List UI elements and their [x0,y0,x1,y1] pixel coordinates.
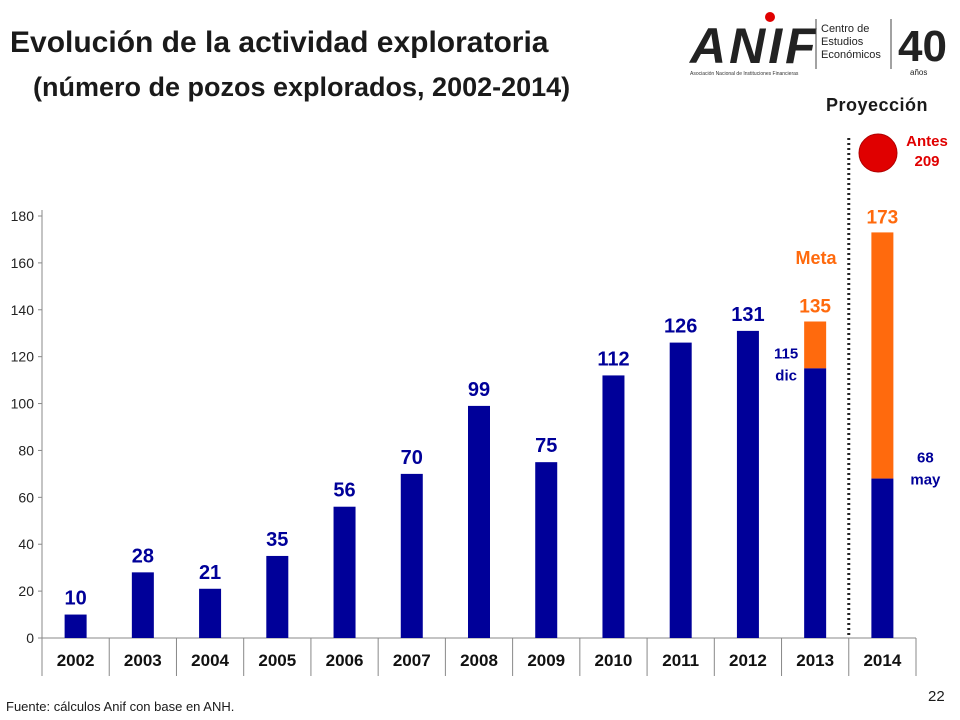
x-tick-label: 2006 [326,651,364,670]
y-tick-label: 40 [18,536,34,552]
value-label: 21 [199,562,221,584]
anif-logo: ANIF Asociación Nacional de Institucione… [688,12,947,77]
data-bar [736,330,759,638]
x-tick-label: 2010 [595,651,633,670]
exploration-bar-chart: 0 20 40 60 80 100 120 140 160 180 10 2002 28 2003 21 20… [11,133,948,676]
x-tick-label: 2005 [258,651,296,670]
logo-unit-line3: Económicos [821,49,881,61]
x-tick-label: 2009 [527,651,565,670]
page-subtitle: (número de pozos explorados, 2002-2014) [33,72,571,102]
data-bar [266,555,289,638]
data-bar [333,506,356,638]
logo-anniversary-sub: años [910,68,927,77]
value-label: 99 [468,379,490,401]
data-bar [602,375,625,638]
goal-series-label: Meta [795,248,837,268]
y-tick-label: 20 [18,583,34,599]
source-note: Fuente: cálculos Anif con base en ANH. [6,699,235,714]
previous-goal-label: Antes 209 [906,133,948,170]
data-bar [804,368,827,638]
y-tick-label: 120 [11,349,35,365]
page-number: 22 [928,688,945,705]
y-tick-label: 80 [18,442,34,458]
y-tick-label: 0 [26,630,34,646]
goal-bar-segment [804,321,827,369]
value-label: 131 [731,304,764,326]
data-bar [199,588,222,638]
x-tick-label: 2007 [393,651,431,670]
data-bar [64,614,87,638]
value-label: 70 [401,447,423,469]
data-bar [871,478,894,638]
logo-wordmark: ANIF [688,18,819,74]
goal-value-label: 173 [867,207,899,228]
logo-anniversary: 40 [898,22,947,71]
value-label: 112 [597,348,629,370]
x-tick-label: 2013 [796,651,834,670]
logo-dot-icon [765,12,775,22]
previous-goal-marker [858,133,898,173]
logo-tagline: Asociación Nacional de Instituciones Fin… [690,71,799,77]
value-label: 68 may [910,450,941,489]
goal-bar-segment [871,232,894,479]
y-tick-label: 160 [11,255,35,271]
data-bar [131,572,154,638]
data-bar [535,462,558,638]
value-label: 75 [535,435,557,457]
y-tick-label: 180 [11,208,35,224]
value-label: 126 [664,316,697,338]
x-tick-label: 2012 [729,651,767,670]
y-tick-label: 140 [11,302,35,318]
value-label: 35 [266,529,288,551]
x-tick-label: 2014 [863,651,901,670]
value-label: 10 [64,588,86,610]
data-bar [669,342,692,638]
logo-unit-line2: Estudios [821,36,864,48]
x-tick-label: 2004 [191,651,229,670]
y-tick-label: 60 [18,489,34,505]
data-bar [400,473,423,638]
logo-unit-line1: Centro de [821,23,869,35]
value-label: 115 dic [774,345,798,384]
x-tick-label: 2011 [662,651,699,670]
x-tick-label: 2008 [460,651,498,670]
x-tick-label: 2003 [124,651,162,670]
x-tick-label: 2002 [57,651,95,670]
projection-label: Proyección [826,95,929,115]
y-tick-label: 100 [11,396,35,412]
data-bar [468,405,490,638]
page-title: Evolución de la actividad exploratoria [10,26,549,59]
value-label: 56 [333,480,355,502]
goal-value-label: 135 [799,297,831,318]
value-label: 28 [132,545,154,567]
